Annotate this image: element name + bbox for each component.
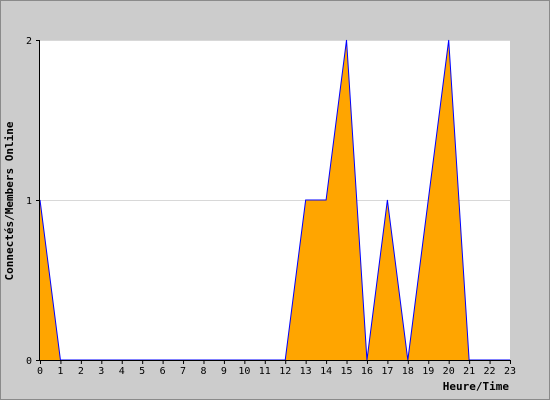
x-tick-label: 14 xyxy=(320,366,332,377)
y-tick-labels: 0 1 2 xyxy=(26,36,32,367)
x-tick-label: 23 xyxy=(504,366,516,377)
x-tick-label: 11 xyxy=(259,366,271,377)
x-tick-label: 17 xyxy=(381,366,393,377)
x-tick-label: 2 xyxy=(78,366,84,377)
x-tick-label: 9 xyxy=(221,366,227,377)
x-tick-label: 22 xyxy=(484,366,496,377)
x-tick-label: 21 xyxy=(463,366,475,377)
x-tick-label: 1 xyxy=(57,366,63,377)
x-tick-label: 13 xyxy=(300,366,312,377)
series-area xyxy=(40,40,510,360)
x-tick-label: 5 xyxy=(139,366,145,377)
x-tick-label: 15 xyxy=(340,366,352,377)
x-tick-label: 7 xyxy=(180,366,186,377)
x-axis-title: Heure/Time xyxy=(443,380,510,393)
y-tick-label: 1 xyxy=(26,196,32,207)
x-tick-label: 3 xyxy=(98,366,104,377)
x-tick-label: 6 xyxy=(160,366,166,377)
x-tick-label: 20 xyxy=(443,366,455,377)
y-tick-label: 2 xyxy=(26,36,32,47)
x-tick-label: 19 xyxy=(422,366,434,377)
x-tick-label: 0 xyxy=(37,366,43,377)
x-tick-label: 16 xyxy=(361,366,373,377)
axes xyxy=(36,40,511,364)
x-tick-label: 10 xyxy=(238,366,250,377)
x-tick-label: 8 xyxy=(200,366,206,377)
y-axis-title: Connectés/Members Online xyxy=(3,121,16,280)
x-tick-labels: 0 1 2 3 4 5 6 7 8 9 10 11 12 13 14 15 16 17 18 19 20 21 22 23 xyxy=(37,366,516,377)
x-tick-label: 12 xyxy=(279,366,291,377)
y-tick-label: 0 xyxy=(26,356,32,367)
x-tick-label: 4 xyxy=(119,366,125,377)
x-tick-label: 18 xyxy=(402,366,414,377)
